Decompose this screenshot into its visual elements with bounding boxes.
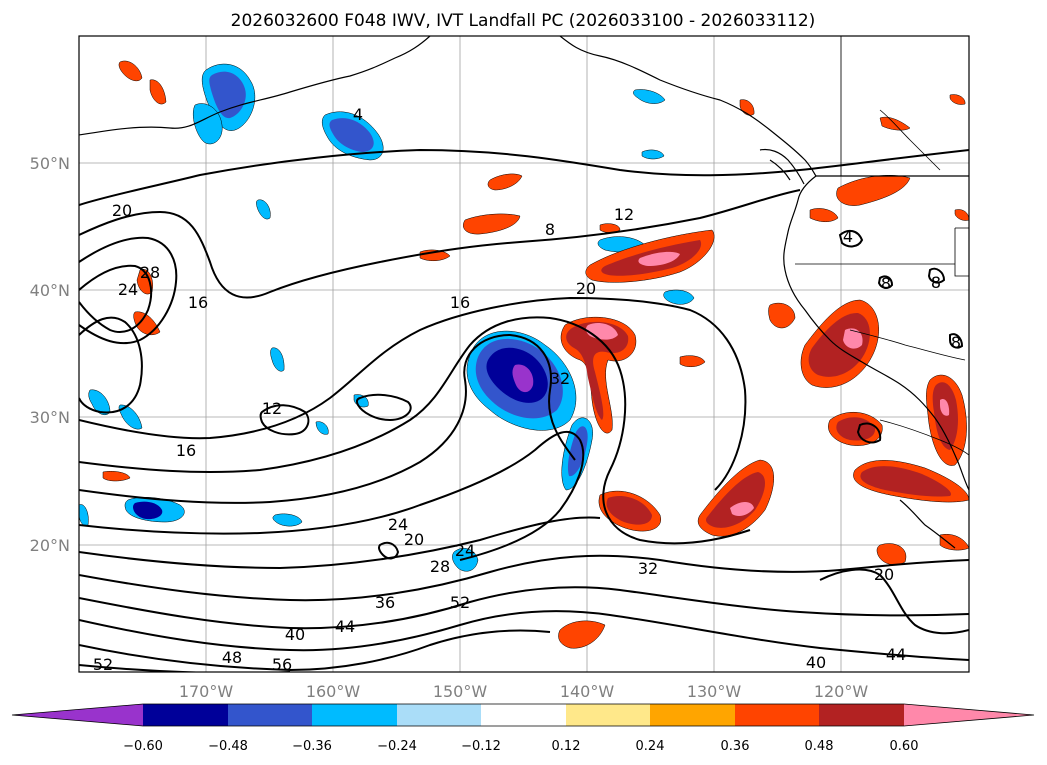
lon-label-150w: 150°W: [433, 682, 488, 701]
lon-label-140w: 140°W: [560, 682, 615, 701]
contour-label: 52: [93, 655, 113, 674]
contour-label: 40: [806, 653, 826, 672]
contour-label: 28: [430, 557, 450, 576]
lat-label-40n: 40°N: [30, 281, 70, 300]
contour-label: 8: [881, 274, 891, 293]
lat-label-30n: 30°N: [30, 408, 70, 427]
map-frame: [78, 35, 970, 673]
colorbar-tick: 0.12: [552, 739, 581, 754]
colorbar-extend-left: [12, 704, 143, 726]
lon-label-160w: 160°W: [306, 682, 361, 701]
colorbar-tick: −0.12: [461, 739, 501, 754]
contour-label: 4: [353, 105, 363, 124]
contour-label: 20: [112, 201, 132, 220]
contour-label: 32: [638, 559, 658, 578]
colorbar-swatch: [397, 704, 481, 726]
contour-label: 8: [951, 333, 961, 352]
contour-label: 20: [874, 565, 894, 584]
colorbar-tick: −0.36: [292, 739, 332, 754]
map-area: [79, 36, 969, 672]
contour-label: 28: [140, 263, 160, 282]
lon-label-120w: 120°W: [814, 682, 869, 701]
contour-label: 36: [375, 593, 395, 612]
contour-label: 20: [576, 279, 596, 298]
contour-label: 24: [455, 541, 475, 560]
negative-pc-shading: [79, 63, 695, 572]
colorbar-swatch: [735, 704, 819, 726]
colorbar-extend-right: [904, 704, 1034, 726]
colorbar-tick: 0.36: [721, 739, 750, 754]
longitude-labels: 170°W 160°W 150°W 140°W 130°W 120°W: [179, 682, 869, 701]
colorbar-swatch: [312, 704, 397, 726]
colorbar-tick: −0.48: [208, 739, 248, 754]
contour-label: 44: [335, 617, 355, 636]
colorbar-swatch: [143, 704, 228, 726]
contour-label: 44: [886, 645, 906, 664]
contour-label: 16: [450, 293, 470, 312]
coastlines: [79, 36, 969, 549]
colorbar-tick: 0.24: [636, 739, 665, 754]
contour-label: 12: [614, 205, 634, 224]
contour-label: 56: [272, 655, 292, 674]
contour-label: 32: [550, 369, 570, 388]
colorbar-tick: −0.24: [377, 739, 417, 754]
contour-label: 40: [285, 625, 305, 644]
contour-label: 8: [931, 273, 941, 292]
colorbar-swatch: [650, 704, 735, 726]
lon-label-170w: 170°W: [179, 682, 234, 701]
positive-pc-shading: [102, 60, 969, 649]
colorbar-swatch: [566, 704, 650, 726]
contour-label: 24: [118, 280, 138, 299]
lat-label-50n: 50°N: [30, 154, 70, 173]
iwv-contours: [79, 148, 969, 672]
contour-label: 8: [545, 220, 555, 239]
latitude-labels: 50°N 40°N 30°N 20°N: [30, 154, 70, 555]
colorbar-swatch: [819, 704, 904, 726]
contour-label: 48: [222, 648, 242, 667]
colorbar-tick: 0.48: [805, 739, 834, 754]
colorbar-swatch: [481, 704, 566, 726]
colorbar: −0.60 −0.48 −0.36 −0.24 −0.12 0.12 0.24 …: [11, 703, 1035, 754]
contour-label: 24: [388, 515, 408, 534]
lat-label-20n: 20°N: [30, 536, 70, 555]
colorbar-tick: −0.60: [123, 739, 163, 754]
contour-label: 16: [176, 441, 196, 460]
contour-label: 20: [404, 530, 424, 549]
map-title: 2026032600 F048 IWV, IVT Landfall PC (20…: [231, 11, 816, 31]
contour-label: 16: [188, 293, 208, 312]
contour-label: 4: [843, 227, 853, 246]
contour-label: 12: [262, 399, 282, 418]
colorbar-tick: 0.60: [890, 739, 919, 754]
contour-labels: 4 8 12 20 28 24 16 16 12 16 20 32 24 20 …: [93, 105, 961, 674]
colorbar-swatch: [228, 704, 312, 726]
lon-label-130w: 130°W: [687, 682, 742, 701]
colorbar-ticks: −0.60 −0.48 −0.36 −0.24 −0.12 0.12 0.24 …: [123, 739, 918, 754]
contour-label: 52: [450, 593, 470, 612]
